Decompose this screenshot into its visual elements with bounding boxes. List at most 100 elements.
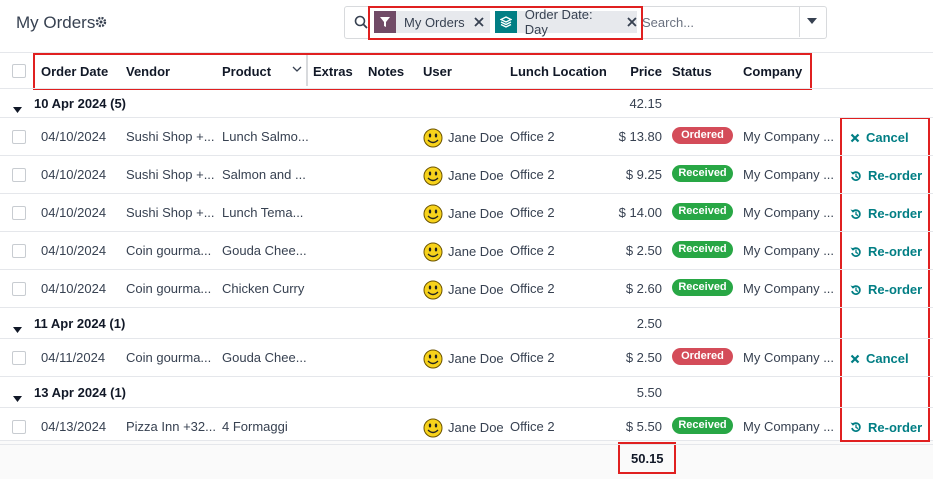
separator xyxy=(0,155,933,156)
action-button[interactable]: Re-order xyxy=(850,282,922,297)
product: Gouda Chee... xyxy=(222,350,307,365)
row-checkbox[interactable] xyxy=(12,206,26,220)
location: Office 2 xyxy=(510,350,555,365)
group-label[interactable]: 10 Apr 2024 (5) xyxy=(34,95,127,111)
sort-indicator xyxy=(292,66,302,72)
location: Office 2 xyxy=(510,281,555,296)
group-label[interactable]: 13 Apr 2024 (1) xyxy=(34,384,127,400)
group-caret[interactable] xyxy=(13,321,22,336)
action-button[interactable]: Re-order xyxy=(850,206,922,221)
separator xyxy=(0,231,933,232)
price: $ 14.00 xyxy=(618,205,662,220)
company: My Company ... xyxy=(743,205,835,220)
row-checkbox[interactable] xyxy=(12,168,26,182)
search-dropdown[interactable] xyxy=(807,18,817,24)
vendor: Sushi Shop +... xyxy=(126,205,215,220)
status-badge: Received xyxy=(672,241,733,258)
column-header[interactable]: Price xyxy=(630,64,662,79)
separator xyxy=(0,338,933,339)
column-header[interactable]: User xyxy=(423,64,452,79)
column-header[interactable]: Product xyxy=(222,64,272,79)
avatar xyxy=(423,349,443,372)
row-checkbox[interactable] xyxy=(12,351,26,365)
order-date: 04/11/2024 xyxy=(41,350,106,365)
order-date: 04/10/2024 xyxy=(41,129,107,144)
footer-row xyxy=(0,441,933,479)
separator xyxy=(0,307,933,308)
column-header[interactable]: Lunch Location xyxy=(510,64,607,79)
group-label[interactable]: 11 Apr 2024 (1) xyxy=(34,315,126,331)
status-badge: Received xyxy=(672,416,733,434)
user: Jane Doe xyxy=(448,130,504,145)
status-badge: Received xyxy=(672,203,733,220)
column-header[interactable]: Extras xyxy=(313,64,353,79)
select-all-checkbox[interactable] xyxy=(12,64,26,78)
action-button[interactable]: Cancel xyxy=(850,351,909,366)
page-title: My Orders xyxy=(16,13,96,32)
action-label: Cancel xyxy=(866,351,909,366)
group-caret[interactable] xyxy=(13,390,22,405)
grand-total: 50.15 xyxy=(631,451,664,466)
company: My Company ... xyxy=(743,350,835,365)
user: Jane Doe xyxy=(448,351,504,366)
order-date: 04/10/2024 xyxy=(41,243,107,258)
column-header[interactable]: Status xyxy=(672,64,712,79)
action-button[interactable]: Re-order xyxy=(850,168,922,183)
user: Jane Doe xyxy=(448,206,504,221)
column-header[interactable]: Company xyxy=(743,64,803,79)
location: Office 2 xyxy=(510,418,555,434)
row-checkbox[interactable] xyxy=(12,419,26,434)
highlight-box xyxy=(618,442,676,474)
highlight-box xyxy=(368,6,643,40)
column-header[interactable]: Notes xyxy=(368,64,405,79)
status-badge: Received xyxy=(672,279,733,296)
separator xyxy=(0,407,933,408)
group-caret[interactable] xyxy=(13,101,22,116)
price: $ 5.50 xyxy=(625,418,662,434)
column-header[interactable]: Vendor xyxy=(126,64,171,79)
action-label: Cancel xyxy=(866,130,909,145)
row-checkbox[interactable] xyxy=(12,244,26,258)
company: My Company ... xyxy=(743,243,835,258)
row-checkbox[interactable] xyxy=(12,282,26,296)
filter-facet[interactable]: My Orders xyxy=(374,11,490,33)
avatar xyxy=(423,242,443,265)
action-button[interactable]: Cancel xyxy=(850,130,909,145)
separator xyxy=(0,88,933,89)
status-badge: Ordered xyxy=(672,127,733,144)
groupby-facet[interactable]: Order Date: Day xyxy=(495,7,637,37)
company: My Company ... xyxy=(743,418,835,434)
product: Gouda Chee... xyxy=(222,243,307,258)
column-header[interactable]: Order Date xyxy=(41,64,109,79)
action-label: Re-order xyxy=(868,282,923,297)
action-button[interactable]: Re-order xyxy=(850,244,922,259)
vendor: Coin gourma... xyxy=(126,243,212,258)
search-icon xyxy=(354,15,368,29)
order-date: 04/10/2024 xyxy=(41,167,107,182)
avatar xyxy=(423,204,443,227)
product: 4 Formaggi xyxy=(222,418,288,434)
user: Jane Doe xyxy=(448,168,504,183)
avatar xyxy=(423,166,443,189)
status-badge: Ordered xyxy=(672,348,733,365)
column-resizer xyxy=(306,55,308,86)
product: Lunch Tema... xyxy=(222,205,304,220)
location: Office 2 xyxy=(510,205,555,220)
location: Office 2 xyxy=(510,243,555,258)
settings-gear[interactable] xyxy=(95,16,107,28)
group-total: 5.50 xyxy=(636,384,662,400)
highlight-box xyxy=(840,117,930,442)
price: $ 9.25 xyxy=(625,167,662,182)
highlight-box xyxy=(33,53,812,90)
action-button[interactable]: Re-order xyxy=(850,420,922,435)
avatar xyxy=(423,128,443,151)
company: My Company ... xyxy=(743,129,835,144)
facet-label: Order Date: Day xyxy=(524,7,593,37)
product: Chicken Curry xyxy=(222,281,305,296)
row-checkbox[interactable] xyxy=(12,130,26,144)
action-label: Re-order xyxy=(868,419,923,435)
separator xyxy=(0,52,933,53)
action-label: Re-order xyxy=(868,244,923,259)
group-total: 2.50 xyxy=(636,315,662,331)
